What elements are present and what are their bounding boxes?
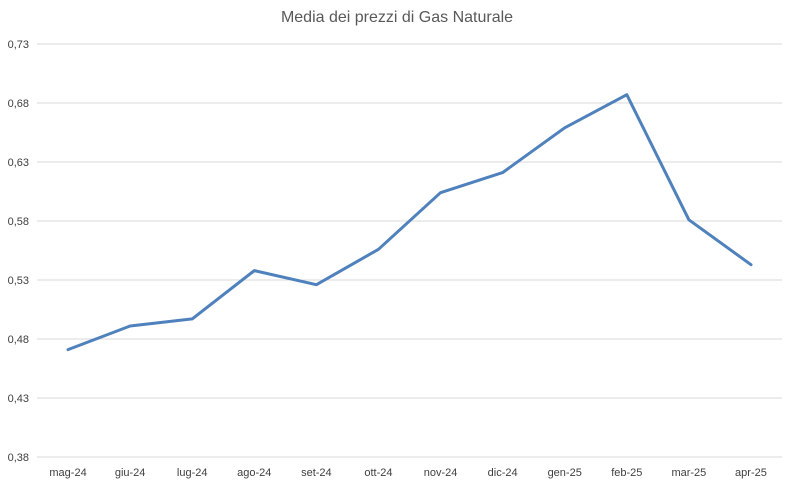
y-tick-label: 0,43 [8, 393, 29, 405]
series-layer [66, 93, 753, 352]
x-tick-label: apr-25 [735, 467, 767, 479]
y-axis-tick-labels: 0,38 0,43 0,48 0,53 0,58 0,63 0,68 0,73 [8, 39, 29, 464]
x-tick-label: dic-24 [488, 467, 518, 479]
x-tick-label: feb-25 [611, 467, 642, 479]
x-axis-tick-labels: mag-24 giu-24 lug-24 ago-24 set-24 ott-24 nov-… [49, 467, 766, 479]
x-tick-label: nov-24 [424, 467, 458, 479]
y-tick-label: 0,68 [8, 98, 29, 110]
x-tick-label: lug-24 [177, 467, 208, 479]
y-tick-label: 0,38 [8, 452, 29, 464]
chart-title: Media dei prezzi di Gas Naturale [281, 9, 513, 26]
y-tick-label: 0,63 [8, 157, 29, 169]
x-tick-label: mar-25 [671, 467, 706, 479]
x-tick-label: ott-24 [364, 467, 392, 479]
y-tick-label: 0,58 [8, 216, 29, 228]
y-tick-label: 0,48 [8, 334, 29, 346]
x-tick-label: set-24 [301, 467, 332, 479]
series-line [66, 93, 753, 352]
gridlines [37, 43, 782, 458]
x-tick-label: giu-24 [115, 467, 146, 479]
x-tick-label: mag-24 [49, 467, 86, 479]
x-tick-label: gen-25 [548, 467, 582, 479]
y-tick-label: 0,53 [8, 275, 29, 287]
y-tick-label: 0,73 [8, 39, 29, 51]
x-tick-label: ago-24 [237, 467, 271, 479]
